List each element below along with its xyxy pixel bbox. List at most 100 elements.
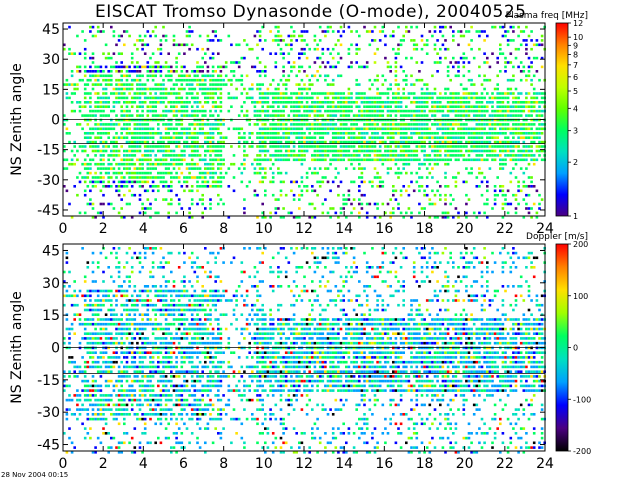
heatmap-cell bbox=[433, 216, 437, 219]
heatmap-cell bbox=[120, 370, 123, 373]
heatmap-cell bbox=[509, 140, 513, 144]
heatmap-cell bbox=[527, 114, 531, 117]
heatmap-cell bbox=[478, 105, 481, 108]
heatmap-cell bbox=[157, 398, 160, 402]
heatmap-cell bbox=[277, 158, 280, 162]
heatmap-cell bbox=[371, 158, 374, 162]
heatmap-cell bbox=[499, 154, 502, 157]
heatmap-cell bbox=[157, 132, 160, 135]
heatmap-cell bbox=[102, 123, 105, 126]
heatmap-cell bbox=[269, 216, 272, 219]
heatmap-cell bbox=[120, 61, 123, 64]
heatmap-cell bbox=[193, 132, 197, 135]
heatmap-cell bbox=[527, 123, 531, 126]
heatmap-cell bbox=[389, 101, 392, 104]
heatmap-cell bbox=[478, 101, 481, 104]
heatmap-cell bbox=[415, 145, 419, 148]
heatmap-cell bbox=[104, 127, 108, 131]
heatmap-cell bbox=[83, 149, 87, 153]
heatmap-cell bbox=[159, 441, 163, 445]
heatmap-cell bbox=[151, 132, 155, 135]
heatmap-cell bbox=[201, 56, 204, 60]
heatmap-cell bbox=[227, 92, 231, 95]
heatmap-cell bbox=[128, 118, 131, 122]
heatmap-cell bbox=[433, 140, 437, 144]
heatmap-cell bbox=[154, 294, 157, 298]
heatmap-cell bbox=[431, 109, 434, 113]
heatmap-cell bbox=[164, 408, 168, 411]
heatmap-cell bbox=[271, 154, 275, 157]
heatmap-cell bbox=[240, 105, 244, 108]
heatmap-cell bbox=[428, 162, 432, 166]
heatmap-cell bbox=[65, 451, 69, 454]
heatmap-cell bbox=[188, 101, 191, 104]
heatmap-cell bbox=[96, 389, 100, 392]
heatmap-cell bbox=[303, 30, 306, 33]
heatmap-cell bbox=[149, 118, 152, 122]
heatmap-cell bbox=[308, 202, 311, 206]
heatmap-cell bbox=[170, 123, 173, 126]
heatmap-cell bbox=[143, 327, 147, 331]
heatmap-cell bbox=[162, 379, 165, 383]
heatmap-cell bbox=[279, 127, 283, 131]
heatmap-cell bbox=[167, 394, 170, 397]
heatmap-cell bbox=[164, 162, 168, 166]
heatmap-cell bbox=[115, 446, 118, 449]
heatmap-cell bbox=[376, 118, 379, 122]
heatmap-cell bbox=[149, 322, 152, 326]
heatmap-cell bbox=[261, 216, 264, 219]
heatmap-cell bbox=[256, 87, 259, 91]
heatmap-cell bbox=[172, 303, 176, 307]
heatmap-cell bbox=[496, 74, 499, 78]
heatmap-cell bbox=[151, 136, 155, 139]
heatmap-cell bbox=[94, 337, 97, 340]
heatmap-cell bbox=[258, 132, 262, 135]
heatmap-cell bbox=[83, 114, 87, 117]
heatmap-cell bbox=[73, 303, 76, 307]
heatmap-cell bbox=[63, 158, 66, 162]
heatmap-cell bbox=[133, 43, 137, 47]
heatmap-cell bbox=[496, 123, 499, 126]
heatmap-cell bbox=[277, 92, 280, 95]
heatmap-cell bbox=[277, 136, 280, 139]
heatmap-cell bbox=[519, 114, 523, 117]
heatmap-cell bbox=[462, 123, 466, 126]
heatmap-cell bbox=[258, 114, 262, 117]
heatmap-cell bbox=[190, 185, 194, 188]
heatmap-cell bbox=[402, 149, 405, 153]
heatmap-cell bbox=[167, 123, 170, 126]
heatmap-cell bbox=[324, 167, 327, 170]
heatmap-cell bbox=[83, 389, 87, 392]
heatmap-cell bbox=[436, 180, 439, 184]
heatmap-cell bbox=[397, 145, 400, 148]
heatmap-cell bbox=[486, 185, 489, 188]
heatmap-cell bbox=[287, 118, 291, 122]
heatmap-cell bbox=[462, 34, 466, 38]
heatmap-cell bbox=[117, 83, 121, 86]
heatmap-cell bbox=[128, 318, 131, 321]
heatmap-cell bbox=[230, 70, 233, 73]
heatmap-cell bbox=[138, 332, 142, 335]
heatmap-cell bbox=[117, 149, 121, 153]
heatmap-cell bbox=[292, 140, 296, 144]
heatmap-cell bbox=[110, 78, 113, 82]
heatmap-cell bbox=[514, 158, 518, 162]
heatmap-cell bbox=[141, 39, 144, 42]
heatmap-cell bbox=[89, 167, 92, 170]
heatmap-cell bbox=[410, 92, 413, 95]
heatmap-cell bbox=[68, 375, 71, 378]
heatmap-cell bbox=[517, 136, 520, 139]
heatmap-cell bbox=[339, 34, 343, 38]
heatmap-cell bbox=[110, 313, 113, 316]
heatmap-cell bbox=[214, 30, 217, 33]
heatmap-cell bbox=[360, 176, 364, 179]
heatmap-cell bbox=[81, 322, 84, 326]
heatmap-cell bbox=[381, 74, 385, 78]
heatmap-cell bbox=[180, 132, 184, 135]
heatmap-cell bbox=[436, 140, 439, 144]
heatmap-cell bbox=[81, 145, 84, 148]
heatmap-cell bbox=[117, 275, 121, 279]
heatmap-cell bbox=[261, 118, 264, 122]
heatmap-cell bbox=[91, 149, 95, 153]
heatmap-cell bbox=[141, 87, 144, 91]
